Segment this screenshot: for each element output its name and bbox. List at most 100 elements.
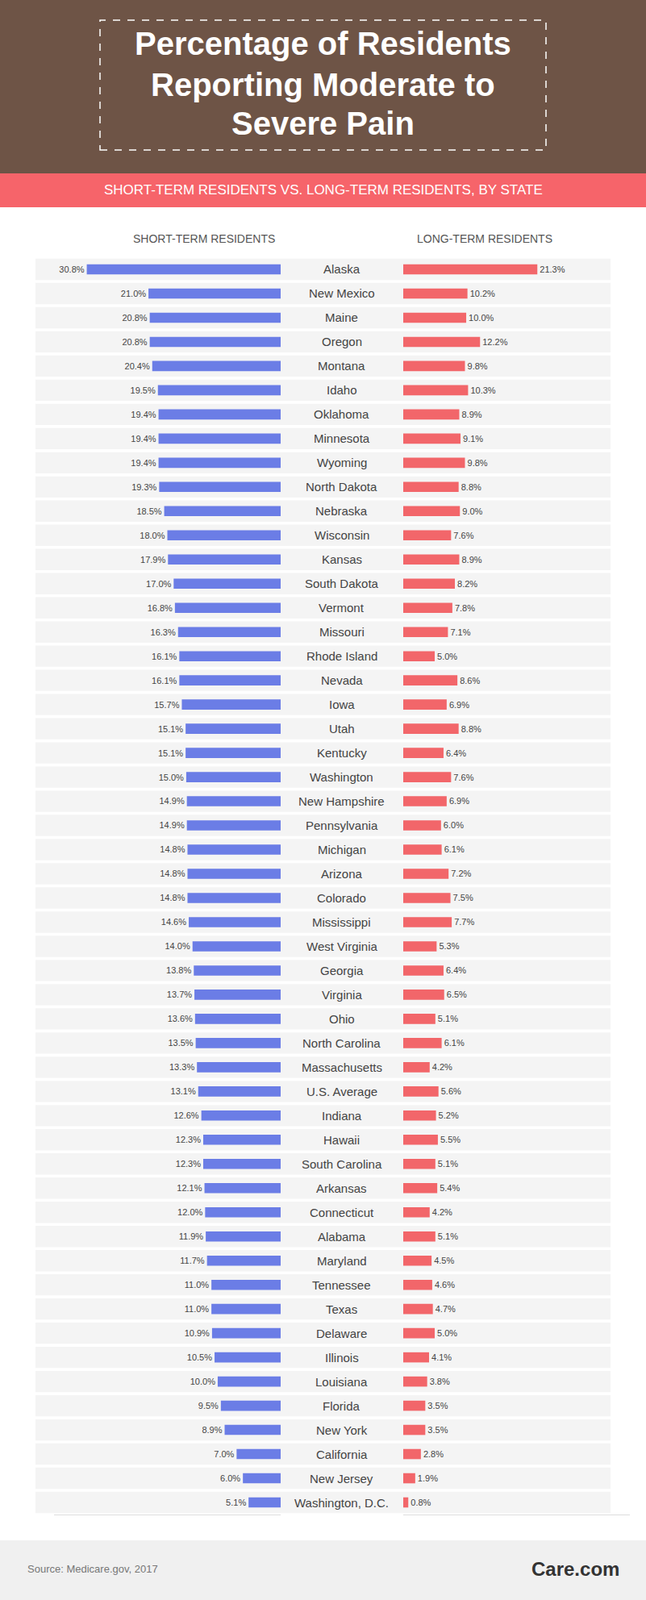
svg-text:14.6%: 14.6% <box>161 916 187 927</box>
svg-text:Georgia: Georgia <box>320 963 364 978</box>
svg-text:11.0%: 11.0% <box>184 1304 210 1314</box>
svg-text:Louisiana: Louisiana <box>315 1375 368 1389</box>
svg-text:Washington: Washington <box>309 770 374 784</box>
svg-text:Alabama: Alabama <box>317 1229 367 1244</box>
svg-text:California: California <box>316 1447 368 1462</box>
svg-text:Tennessee: Tennessee <box>312 1278 371 1292</box>
svg-text:3.8%: 3.8% <box>429 1376 451 1387</box>
svg-text:18.5%: 18.5% <box>136 506 162 517</box>
svg-text:Alaska: Alaska <box>323 262 361 276</box>
svg-text:4.1%: 4.1% <box>431 1352 452 1363</box>
svg-text:Missouri: Missouri <box>319 625 365 639</box>
svg-text:8.6%: 8.6% <box>459 675 480 686</box>
svg-text:New Mexico: New Mexico <box>308 286 376 301</box>
svg-text:9.8%: 9.8% <box>467 458 488 468</box>
svg-text:Kentucky: Kentucky <box>316 746 367 760</box>
svg-text:16.1%: 16.1% <box>151 675 177 686</box>
svg-text:19.3%: 19.3% <box>131 482 157 492</box>
svg-text:Maryland: Maryland <box>316 1254 367 1268</box>
svg-text:Source: Medicare.gov, 2017: Source: Medicare.gov, 2017 <box>27 1562 159 1576</box>
svg-text:2.8%: 2.8% <box>423 1449 444 1459</box>
svg-text:New York: New York <box>316 1423 368 1438</box>
svg-text:LONG-TERM RESIDENTS: LONG-TERM RESIDENTS <box>416 232 553 246</box>
svg-text:North Carolina: North Carolina <box>302 1036 381 1051</box>
svg-text:Illinois: Illinois <box>325 1350 359 1365</box>
svg-text:12.3%: 12.3% <box>175 1134 201 1145</box>
svg-text:6.9%: 6.9% <box>449 796 470 806</box>
svg-text:14.9%: 14.9% <box>158 796 184 806</box>
svg-text:17.0%: 17.0% <box>145 579 171 589</box>
svg-text:Utah: Utah <box>329 721 355 736</box>
svg-text:Montana: Montana <box>317 358 366 373</box>
svg-text:13.6%: 13.6% <box>167 1013 193 1024</box>
svg-text:19.4%: 19.4% <box>130 409 156 420</box>
svg-text:14.8%: 14.8% <box>159 868 185 879</box>
svg-text:Indiana: Indiana <box>321 1108 363 1123</box>
svg-text:6.1%: 6.1% <box>444 1037 465 1048</box>
svg-text:7.8%: 7.8% <box>454 603 476 613</box>
svg-text:Florida: Florida <box>322 1399 361 1413</box>
svg-text:16.8%: 16.8% <box>147 603 173 613</box>
svg-text:SHORT-TERM RESIDENTS: SHORT-TERM RESIDENTS <box>133 232 276 246</box>
svg-text:4.2%: 4.2% <box>432 1207 453 1217</box>
svg-text:14.8%: 14.8% <box>159 892 185 903</box>
svg-text:5.1%: 5.1% <box>437 1231 459 1242</box>
svg-text:8.9%: 8.9% <box>201 1425 222 1435</box>
svg-text:South Carolina: South Carolina <box>301 1157 383 1172</box>
svg-text:Wyoming: Wyoming <box>316 455 367 470</box>
svg-text:14.0%: 14.0% <box>164 941 190 951</box>
svg-text:West Virginia: West Virginia <box>306 939 378 954</box>
svg-text:21.0%: 21.0% <box>120 288 146 299</box>
svg-text:20.4%: 20.4% <box>125 361 151 371</box>
svg-text:15.7%: 15.7% <box>154 700 180 710</box>
svg-text:Reporting Moderate to: Reporting Moderate to <box>150 66 496 103</box>
svg-text:Nebraska: Nebraska <box>315 504 368 518</box>
svg-text:3.5%: 3.5% <box>427 1400 448 1411</box>
svg-text:8.9%: 8.9% <box>461 554 482 565</box>
svg-text:10.5%: 10.5% <box>187 1352 213 1363</box>
svg-text:New Hampshire: New Hampshire <box>298 794 385 809</box>
svg-text:Hawaii: Hawaii <box>323 1133 360 1147</box>
svg-text:5.1%: 5.1% <box>225 1497 246 1508</box>
svg-text:9.0%: 9.0% <box>462 506 483 517</box>
svg-text:6.9%: 6.9% <box>449 700 470 710</box>
svg-text:4.5%: 4.5% <box>433 1255 455 1266</box>
svg-text:15.1%: 15.1% <box>158 748 184 759</box>
svg-text:10.3%: 10.3% <box>470 385 496 396</box>
svg-text:20.8%: 20.8% <box>121 312 147 323</box>
svg-text:20.8%: 20.8% <box>121 337 147 347</box>
svg-text:Colorado: Colorado <box>316 891 367 905</box>
svg-text:10.2%: 10.2% <box>470 288 496 299</box>
svg-text:4.6%: 4.6% <box>434 1279 455 1290</box>
svg-text:14.9%: 14.9% <box>158 820 184 830</box>
svg-text:8.9%: 8.9% <box>461 409 482 420</box>
svg-text:Percentage of Residents: Percentage of Residents <box>134 25 512 62</box>
svg-text:10.0%: 10.0% <box>190 1376 216 1387</box>
svg-text:Massachusetts: Massachusetts <box>301 1060 383 1075</box>
svg-text:10.0%: 10.0% <box>468 312 494 323</box>
svg-text:15.0%: 15.0% <box>158 772 184 783</box>
svg-text:19.4%: 19.4% <box>130 458 156 468</box>
svg-text:SHORT-TERM RESIDENTS VS. LONG-: SHORT-TERM RESIDENTS VS. LONG-TERM RESID… <box>104 182 543 198</box>
svg-text:6.0%: 6.0% <box>220 1473 241 1484</box>
svg-text:5.6%: 5.6% <box>441 1086 462 1097</box>
svg-text:0.8%: 0.8% <box>410 1497 431 1508</box>
svg-text:Arkansas: Arkansas <box>316 1181 367 1196</box>
svg-text:North Dakota: North Dakota <box>305 479 378 494</box>
svg-text:5.0%: 5.0% <box>437 1328 458 1338</box>
svg-text:Mississippi: Mississippi <box>312 915 371 930</box>
svg-text:Care.com: Care.com <box>531 1558 620 1580</box>
svg-text:7.0%: 7.0% <box>213 1449 234 1459</box>
svg-text:Idaho: Idaho <box>326 383 358 397</box>
svg-text:14.8%: 14.8% <box>159 844 185 855</box>
svg-text:6.4%: 6.4% <box>445 965 467 976</box>
svg-text:U.S. Average: U.S. Average <box>306 1084 378 1099</box>
svg-text:13.7%: 13.7% <box>166 989 192 1000</box>
svg-text:South Dakota: South Dakota <box>304 576 380 591</box>
svg-text:5.5%: 5.5% <box>440 1134 461 1145</box>
svg-text:5.4%: 5.4% <box>439 1183 460 1193</box>
svg-text:30.8%: 30.8% <box>58 264 84 275</box>
svg-text:4.2%: 4.2% <box>432 1062 453 1072</box>
svg-text:Maine: Maine <box>325 310 359 325</box>
svg-text:13.1%: 13.1% <box>170 1086 196 1097</box>
